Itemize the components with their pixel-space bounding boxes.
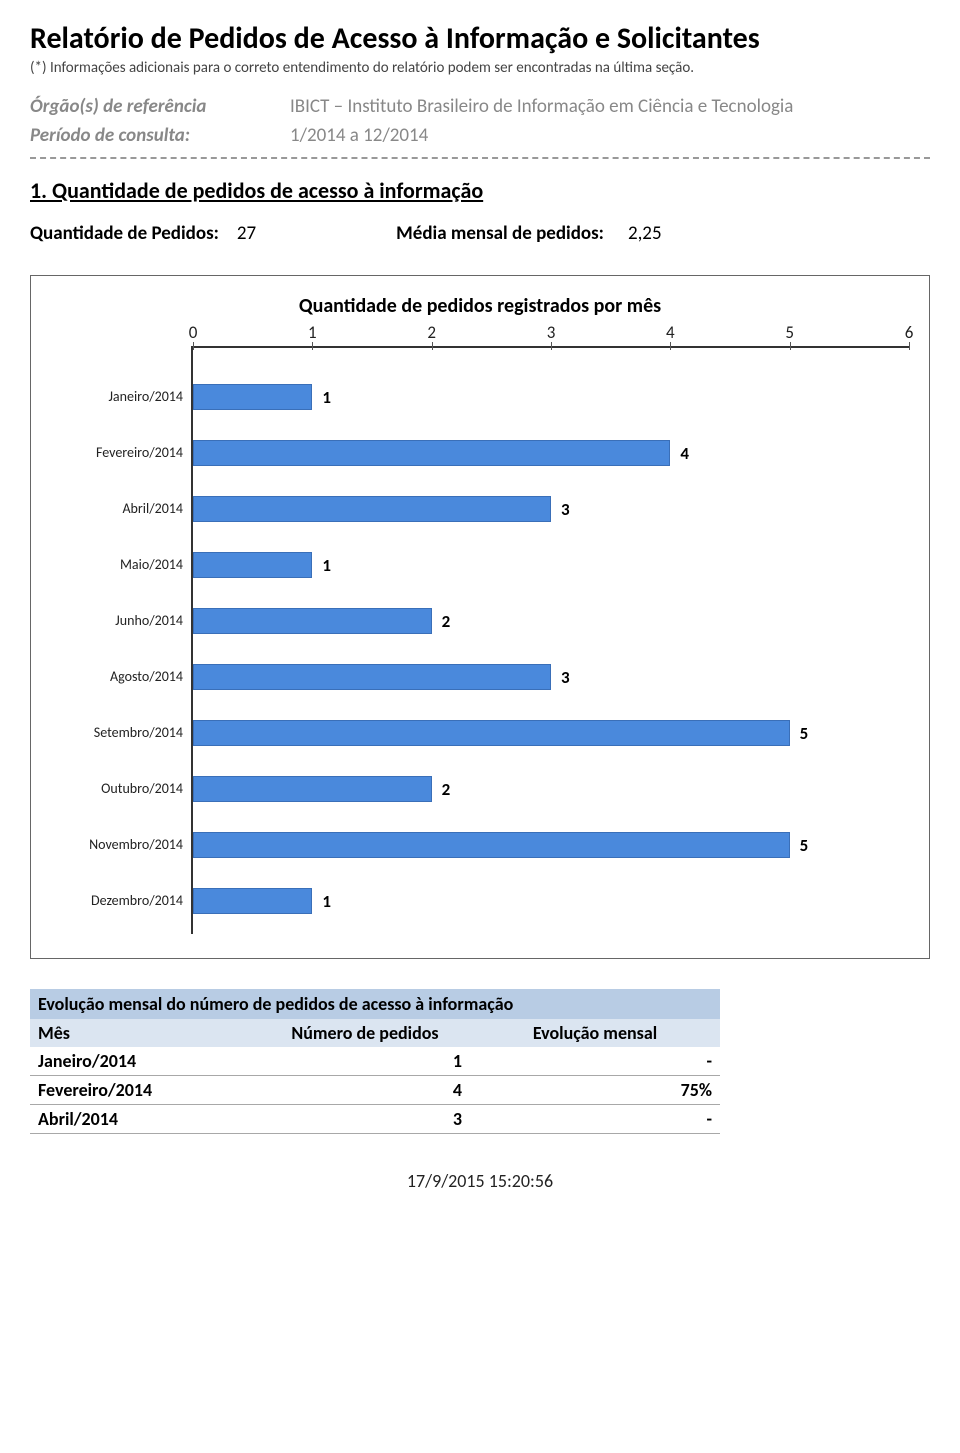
chart-ylabel: Setembro/2014 [51, 720, 191, 746]
chart-bar-value: 3 [561, 667, 570, 688]
chart-bar [193, 608, 432, 634]
table-cell-num: 3 [260, 1105, 470, 1134]
table-title-row: Evolução mensal do número de pedidos de … [30, 989, 720, 1019]
chart-bar [193, 552, 312, 578]
meta-orgao-label: Órgão(s) de referência [30, 95, 290, 118]
chart-ylabel: Dezembro/2014 [51, 888, 191, 914]
chart-xtick-mark [790, 342, 791, 350]
chart-xtick: 2 [427, 322, 436, 343]
chart-bar-value: 2 [442, 779, 451, 800]
table-cell-num: 4 [260, 1076, 470, 1105]
media-mensal-value: 2,25 [628, 222, 662, 245]
chart-ylabel: Fevereiro/2014 [51, 440, 191, 466]
chart-bar-row: 1 [193, 888, 909, 914]
chart-xtick-mark [909, 342, 910, 350]
chart-ylabel: Maio/2014 [51, 552, 191, 578]
media-mensal-label: Média mensal de pedidos: [396, 222, 604, 245]
meta-periodo-label: Período de consulta: [30, 124, 290, 147]
chart-bar-row: 2 [193, 608, 909, 634]
chart-bar [193, 440, 670, 466]
chart-xtick-mark [670, 342, 671, 350]
chart-xtick-mark [193, 342, 194, 350]
chart-bar-value: 5 [800, 835, 809, 856]
chart-area: Janeiro/2014 Fevereiro/2014 Abril/2014 Maio… [51, 346, 909, 934]
page-subtitle: (*) Informações adicionais para o corret… [30, 59, 930, 77]
chart-bar [193, 720, 790, 746]
chart-y-labels: Janeiro/2014 Fevereiro/2014 Abril/2014 Maio… [51, 346, 191, 934]
chart-xtick-mark [551, 342, 552, 350]
qtd-pedidos-label: Quantidade de Pedidos: [30, 222, 219, 245]
chart-ylabel: Janeiro/2014 [51, 384, 191, 410]
media-mensal: Média mensal de pedidos: 2,25 [396, 222, 661, 245]
chart-bar [193, 384, 312, 410]
meta-periodo-value: 1/2014 a 12/2014 [290, 124, 930, 147]
table-cell-evo: 75% [470, 1076, 720, 1105]
chart-bar-row: 5 [193, 720, 909, 746]
chart-xtick: 4 [666, 322, 675, 343]
chart-bar-row: 5 [193, 832, 909, 858]
dashed-separator [30, 157, 930, 159]
chart-xtick: 1 [308, 322, 317, 343]
chart-x-ticks: 0123456 [193, 322, 909, 342]
table-col-mes: Mês [30, 1019, 260, 1047]
chart-bar-value: 1 [322, 891, 331, 912]
table-header-row: Mês Número de pedidos Evolução mensal [30, 1019, 720, 1047]
chart-bar-row: 2 [193, 776, 909, 802]
chart-ylabel: Abril/2014 [51, 496, 191, 522]
chart-bar [193, 776, 432, 802]
chart-ylabel: Agosto/2014 [51, 664, 191, 690]
qtd-pedidos-value: 27 [237, 222, 256, 245]
chart-plot: 0123456 1431235251 [191, 346, 909, 934]
table-cell-mes: Abril/2014 [30, 1105, 260, 1134]
table-col-num: Número de pedidos [260, 1019, 470, 1047]
meta-periodo-row: Período de consulta: 1/2014 a 12/2014 [30, 124, 930, 147]
chart-ylabel: Outubro/2014 [51, 776, 191, 802]
table-cell-evo: - [470, 1047, 720, 1076]
chart-xtick: 0 [189, 322, 198, 343]
table-cell-evo: - [470, 1105, 720, 1134]
section-1-heading: 1. Quantidade de pedidos de acesso à inf… [30, 177, 930, 204]
meta-orgao-row: Órgão(s) de referência IBICT – Instituto… [30, 95, 930, 118]
stats-row: Quantidade de Pedidos: 27 Média mensal d… [30, 222, 930, 245]
table-col-evo: Evolução mensal [470, 1019, 720, 1047]
table-row: Abril/20143- [30, 1105, 720, 1134]
chart-bar [193, 832, 790, 858]
chart-bar [193, 664, 551, 690]
monthly-chart: Quantidade de pedidos registrados por mê… [30, 275, 930, 959]
table-title: Evolução mensal do número de pedidos de … [30, 989, 720, 1019]
chart-bar-row: 4 [193, 440, 909, 466]
table-row: Janeiro/20141- [30, 1047, 720, 1076]
chart-xtick: 3 [547, 322, 556, 343]
chart-bar [193, 496, 551, 522]
chart-bar-value: 4 [680, 443, 689, 464]
chart-bar-value: 3 [561, 499, 570, 520]
qtd-pedidos: Quantidade de Pedidos: 27 [30, 222, 256, 245]
page-title: Relatório de Pedidos de Acesso à Informa… [30, 20, 930, 57]
chart-xtick: 6 [905, 322, 914, 343]
chart-bars: 1 4 3 1 2 3 5 2 5 1 [193, 384, 909, 914]
chart-ylabel: Novembro/2014 [51, 832, 191, 858]
table-row: Fevereiro/2014475% [30, 1076, 720, 1105]
table-cell-mes: Janeiro/2014 [30, 1047, 260, 1076]
chart-bar-row: 3 [193, 664, 909, 690]
chart-bar-value: 1 [322, 555, 331, 576]
chart-xtick-mark [312, 342, 313, 350]
chart-bar-row: 1 [193, 384, 909, 410]
chart-bar-row: 1 [193, 552, 909, 578]
chart-bar-value: 5 [800, 723, 809, 744]
meta-orgao-value: IBICT – Instituto Brasileiro de Informaç… [290, 95, 930, 118]
chart-title: Quantidade de pedidos registrados por mê… [51, 294, 909, 318]
chart-bar [193, 888, 312, 914]
table-cell-num: 1 [260, 1047, 470, 1076]
chart-xtick: 5 [785, 322, 794, 343]
footer-timestamp: 17/9/2015 15:20:56 [30, 1170, 930, 1192]
chart-xtick-mark [432, 342, 433, 350]
chart-ylabel: Junho/2014 [51, 608, 191, 634]
chart-bar-value: 1 [322, 387, 331, 408]
evolution-table: Evolução mensal do número de pedidos de … [30, 989, 720, 1134]
table-cell-mes: Fevereiro/2014 [30, 1076, 260, 1105]
chart-bar-value: 2 [442, 611, 451, 632]
chart-bar-row: 3 [193, 496, 909, 522]
